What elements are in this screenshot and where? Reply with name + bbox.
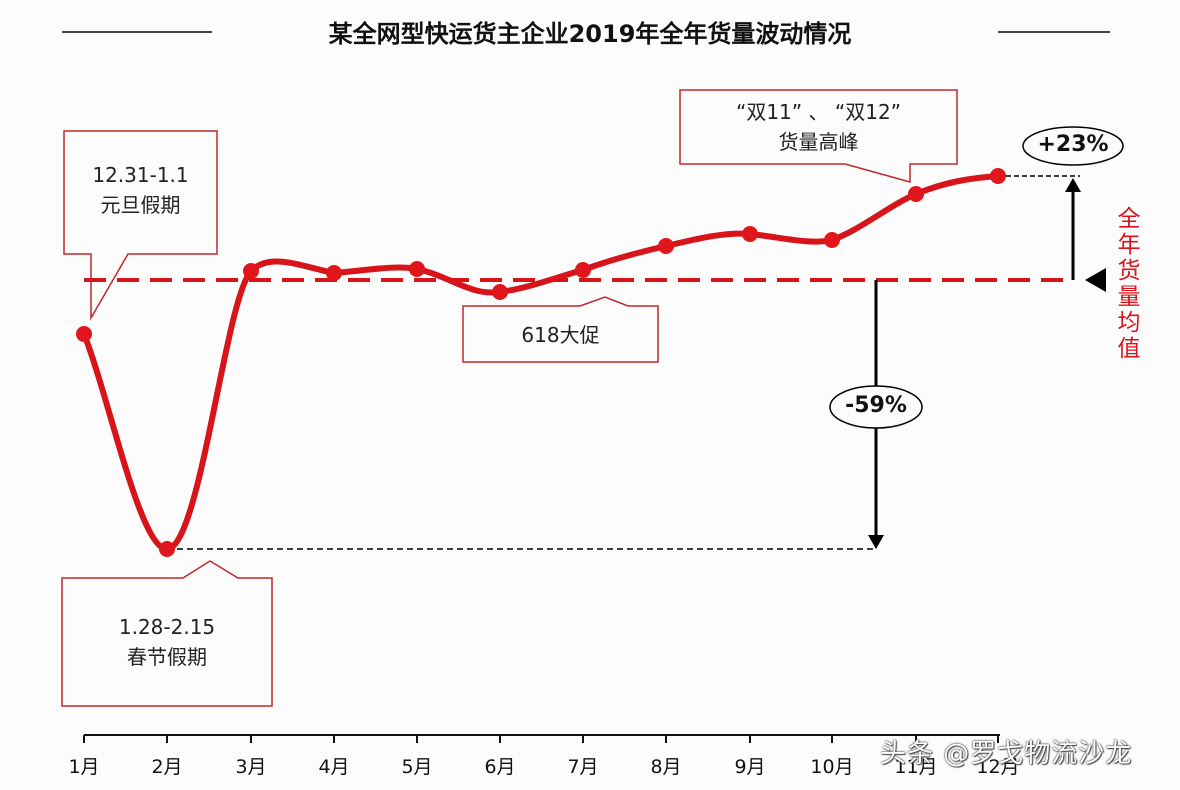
callout-new-year: 12.31-1.1 元旦假期 xyxy=(64,160,217,220)
peak-delta-ellipse xyxy=(1022,126,1124,166)
peak-delta-label: +23% xyxy=(1037,132,1109,157)
x-axis xyxy=(83,734,1000,743)
title-rule-right xyxy=(998,31,1110,33)
callout-double-11-12-label: 货量高峰 xyxy=(778,130,859,154)
x-tick-3: 3月 xyxy=(235,756,267,778)
callout-double-11-12: “双11” 、 “双12” 货量高峰 xyxy=(680,97,957,157)
watermark: 头条 @罗戈物流沙龙 xyxy=(880,739,1133,769)
x-tick-9: 9月 xyxy=(734,756,766,778)
callout-spring-festival-label: 春节假期 xyxy=(127,645,207,669)
x-tick-2: 2月 xyxy=(151,756,183,778)
chart-title: 某全网型快运货主企业2019年全年货量波动情况 xyxy=(328,20,852,48)
callout-spring-festival: 1.28-2.15 春节假期 xyxy=(62,612,272,672)
callout-double-11-12-events: “双11” 、 “双12” xyxy=(735,100,902,124)
x-tick-4: 4月 xyxy=(318,756,350,778)
title-rule-left xyxy=(62,31,212,33)
x-tick-7: 7月 xyxy=(567,756,599,778)
x-tick-8: 8月 xyxy=(650,756,682,778)
average-pointer-icon xyxy=(1085,268,1106,292)
callout-618: 618大促 xyxy=(463,320,658,350)
callout-double11-box xyxy=(679,89,958,183)
x-tick-10: 10月 xyxy=(810,756,854,778)
x-tick-6: 6月 xyxy=(484,756,516,778)
average-label: 全 年 货 量 均 值 xyxy=(1117,206,1141,362)
data-points xyxy=(76,168,1006,557)
trough-delta-ellipse xyxy=(829,385,923,429)
callout-spring-festival-box xyxy=(61,560,273,707)
callout-618-label: 618大促 xyxy=(521,323,600,347)
x-tick-5: 5月 xyxy=(401,756,433,778)
x-tick-1: 1月 xyxy=(68,756,100,778)
callout-new-year-box xyxy=(63,130,218,321)
callout-new-year-label: 元旦假期 xyxy=(100,193,181,217)
callout-spring-festival-dates: 1.28-2.15 xyxy=(118,615,216,639)
callout-618-box xyxy=(462,296,659,363)
trough-delta-label: -59% xyxy=(845,393,907,418)
x-tick-12: 12月 xyxy=(976,756,1020,778)
x-tick-11: 11月 xyxy=(894,756,938,778)
callout-new-year-dates: 12.31-1.1 xyxy=(92,163,189,187)
